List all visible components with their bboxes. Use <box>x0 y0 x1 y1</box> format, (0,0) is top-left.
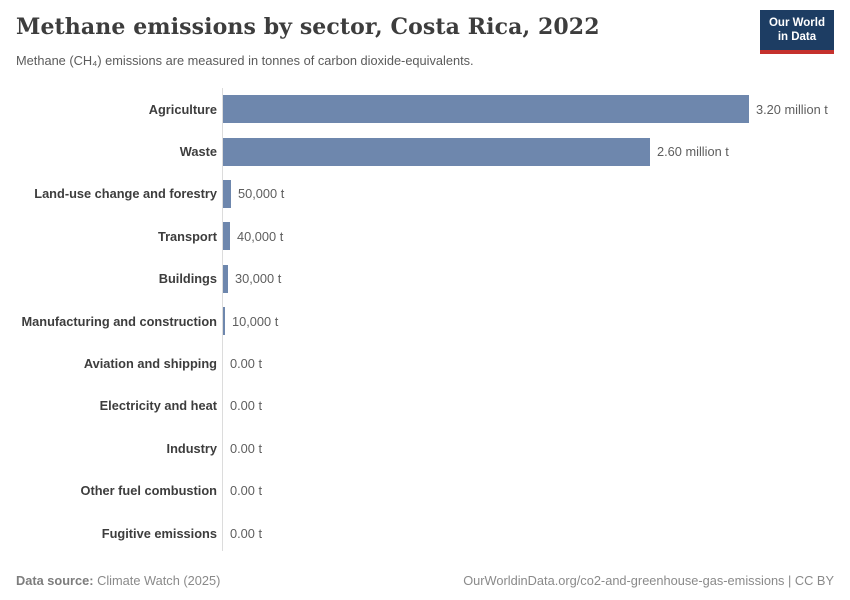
bar-row: Agriculture 3.20 million t <box>16 88 834 130</box>
value-label: 40,000 t <box>237 228 284 244</box>
category-label: Electricity and heat <box>99 398 217 414</box>
bar-row: Aviation and shipping 0.00 t <box>16 342 834 384</box>
chart-footer: Data source: Climate Watch (2025) OurWor… <box>16 573 834 588</box>
chart-title: Methane emissions by sector, Costa Rica,… <box>16 14 600 40</box>
bar-row: Industry 0.00 t <box>16 427 834 469</box>
category-label: Waste <box>179 144 217 160</box>
value-label: 0.00 t <box>230 398 263 414</box>
bar-zone: 30,000 t <box>223 264 834 293</box>
bar[interactable] <box>223 137 650 166</box>
category-label: Manufacturing and construction <box>21 313 217 329</box>
credit-link[interactable]: OurWorldinData.org/co2-and-greenhouse-ga… <box>463 573 834 588</box>
category-label: Agriculture <box>148 101 217 117</box>
category-label: Fugitive emissions <box>101 525 217 541</box>
category-label: Aviation and shipping <box>83 356 217 372</box>
bar[interactable] <box>223 307 225 336</box>
bar-row: Land-use change and forestry 50,000 t <box>16 173 834 215</box>
bar-zone: 3.20 million t <box>223 95 834 124</box>
value-label: 3.20 million t <box>756 101 828 117</box>
category-label: Industry <box>166 440 217 456</box>
bar-row: Other fuel combustion 0.00 t <box>16 470 834 512</box>
bar-row: Fugitive emissions 0.00 t <box>16 512 834 554</box>
value-label: 2.60 million t <box>657 144 729 160</box>
bar-row: Manufacturing and construction 10,000 t <box>16 300 834 342</box>
bar-zone: 2.60 million t <box>223 137 834 166</box>
value-label: 0.00 t <box>230 440 263 456</box>
bar-row: Waste 2.60 million t <box>16 130 834 172</box>
data-source-value: Climate Watch (2025) <box>93 573 221 588</box>
owid-logo-line2: in Data <box>777 31 817 44</box>
bar[interactable] <box>223 222 230 251</box>
bar-zone: 50,000 t <box>223 179 834 208</box>
value-label: 0.00 t <box>230 483 263 499</box>
chart-subtitle: Methane (CH₄) emissions are measured in … <box>16 53 474 68</box>
value-label: 10,000 t <box>232 313 279 329</box>
bar-zone: 10,000 t <box>223 307 834 336</box>
bar-row: Transport 40,000 t <box>16 215 834 257</box>
value-label: 30,000 t <box>235 271 282 287</box>
bar-row: Buildings 30,000 t <box>16 258 834 300</box>
category-label: Transport <box>157 228 217 244</box>
category-label: Buildings <box>158 271 217 287</box>
value-label: 0.00 t <box>230 525 263 541</box>
bar-zone: 0.00 t <box>223 356 834 371</box>
category-label: Other fuel combustion <box>80 483 217 499</box>
bar-zone: 0.00 t <box>223 441 834 456</box>
chart-rows: Agriculture 3.20 million t Waste 2.60 milli… <box>16 88 834 554</box>
y-axis-line <box>222 88 223 551</box>
bar-row: Electricity and heat 0.00 t <box>16 385 834 427</box>
bar[interactable] <box>223 179 231 208</box>
data-source-label: Data source: <box>16 573 94 588</box>
bar-zone: 0.00 t <box>223 483 834 498</box>
bar[interactable] <box>223 264 228 293</box>
data-source: Data source: Climate Watch (2025) <box>16 573 220 588</box>
bar-zone: 0.00 t <box>223 398 834 413</box>
bar-zone: 0.00 t <box>223 526 834 541</box>
value-label: 50,000 t <box>238 186 285 202</box>
owid-logo-line1: Our World <box>768 17 825 29</box>
bar-zone: 40,000 t <box>223 222 834 251</box>
bar[interactable] <box>223 95 749 124</box>
owid-logo[interactable]: Our World in Data <box>759 10 834 54</box>
category-label: Land-use change and forestry <box>34 186 217 202</box>
value-label: 0.00 t <box>230 356 263 372</box>
